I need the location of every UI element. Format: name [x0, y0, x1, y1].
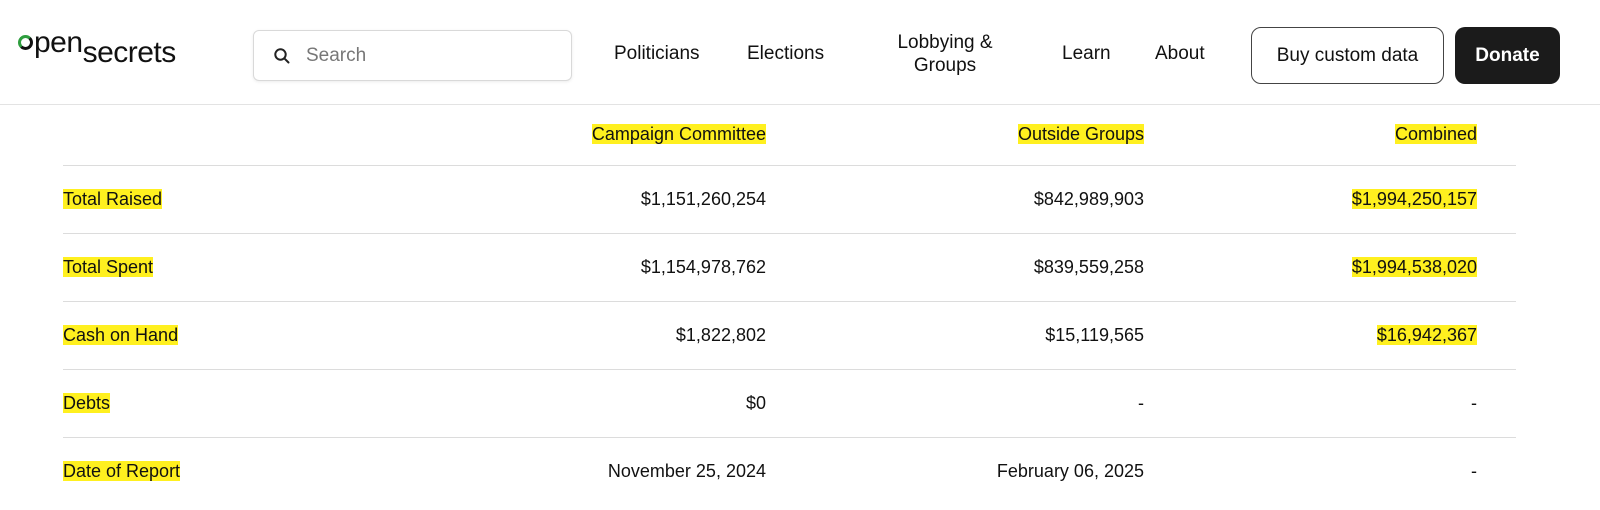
campaign-value: November 25, 2024 — [607, 460, 766, 481]
outside-value: $15,119,565 — [1045, 324, 1144, 345]
opensecrets-logo[interactable]: pensecrets — [18, 28, 176, 68]
outside-value: $839,559,258 — [1033, 256, 1144, 277]
campaign-value: $1,151,260,254 — [640, 188, 766, 209]
nav-lobbying-line1: Lobbying & — [897, 32, 993, 53]
row-label: Total Raised — [63, 188, 163, 209]
donate-button[interactable]: Donate — [1455, 27, 1560, 84]
row-label: Total Spent — [63, 256, 154, 277]
campaign-value: $1,154,978,762 — [640, 256, 766, 277]
table-header-row: Campaign Committee Outside Groups Combin… — [63, 104, 1516, 165]
nav-learn[interactable]: Learn — [1062, 43, 1111, 64]
column-header-outside-groups: Outside Groups — [1017, 123, 1144, 144]
site-header: pensecrets Politicians Elections Lobbyin… — [0, 0, 1600, 105]
campaign-value: $0 — [745, 392, 766, 413]
nav-politicians[interactable]: Politicians — [614, 43, 700, 64]
column-header-campaign-committee: Campaign Committee — [591, 123, 766, 144]
row-label: Date of Report — [63, 460, 181, 481]
nav-lobbying-groups[interactable]: Lobbying & Groups — [875, 31, 1015, 77]
search-box — [253, 30, 572, 81]
table-row: Total Spent $1,154,978,762 $839,559,258 … — [63, 233, 1516, 301]
logo-o-icon — [18, 35, 33, 50]
outside-value: - — [1138, 392, 1144, 413]
row-label: Debts — [63, 392, 111, 413]
combined-value: $1,994,250,157 — [1351, 188, 1477, 209]
outside-value: February 06, 2025 — [996, 460, 1144, 481]
fundraising-table: Campaign Committee Outside Groups Combin… — [63, 104, 1516, 505]
column-header-combined: Combined — [1394, 123, 1477, 144]
table-row: Total Raised $1,151,260,254 $842,989,903… — [63, 165, 1516, 233]
search-input[interactable] — [306, 41, 556, 71]
header-blank-cell — [63, 104, 293, 165]
nav-lobbying-line2: Groups — [913, 55, 977, 76]
combined-value: $16,942,367 — [1376, 324, 1477, 345]
combined-value: $1,994,538,020 — [1351, 256, 1477, 277]
outside-value: $842,989,903 — [1033, 188, 1144, 209]
buy-custom-data-button[interactable]: Buy custom data — [1251, 27, 1444, 84]
combined-value: - — [1471, 460, 1477, 481]
table-row: Date of Report November 25, 2024 Februar… — [63, 437, 1516, 505]
search-icon — [274, 48, 290, 64]
nav-elections[interactable]: Elections — [747, 43, 825, 64]
row-label: Cash on Hand — [63, 324, 179, 345]
nav-about[interactable]: About — [1155, 43, 1205, 64]
campaign-value: $1,822,802 — [675, 324, 766, 345]
table-row: Cash on Hand $1,822,802 $15,119,565 $16,… — [63, 301, 1516, 369]
table-row: Debts $0 - - — [63, 369, 1516, 437]
combined-value: - — [1471, 392, 1477, 413]
